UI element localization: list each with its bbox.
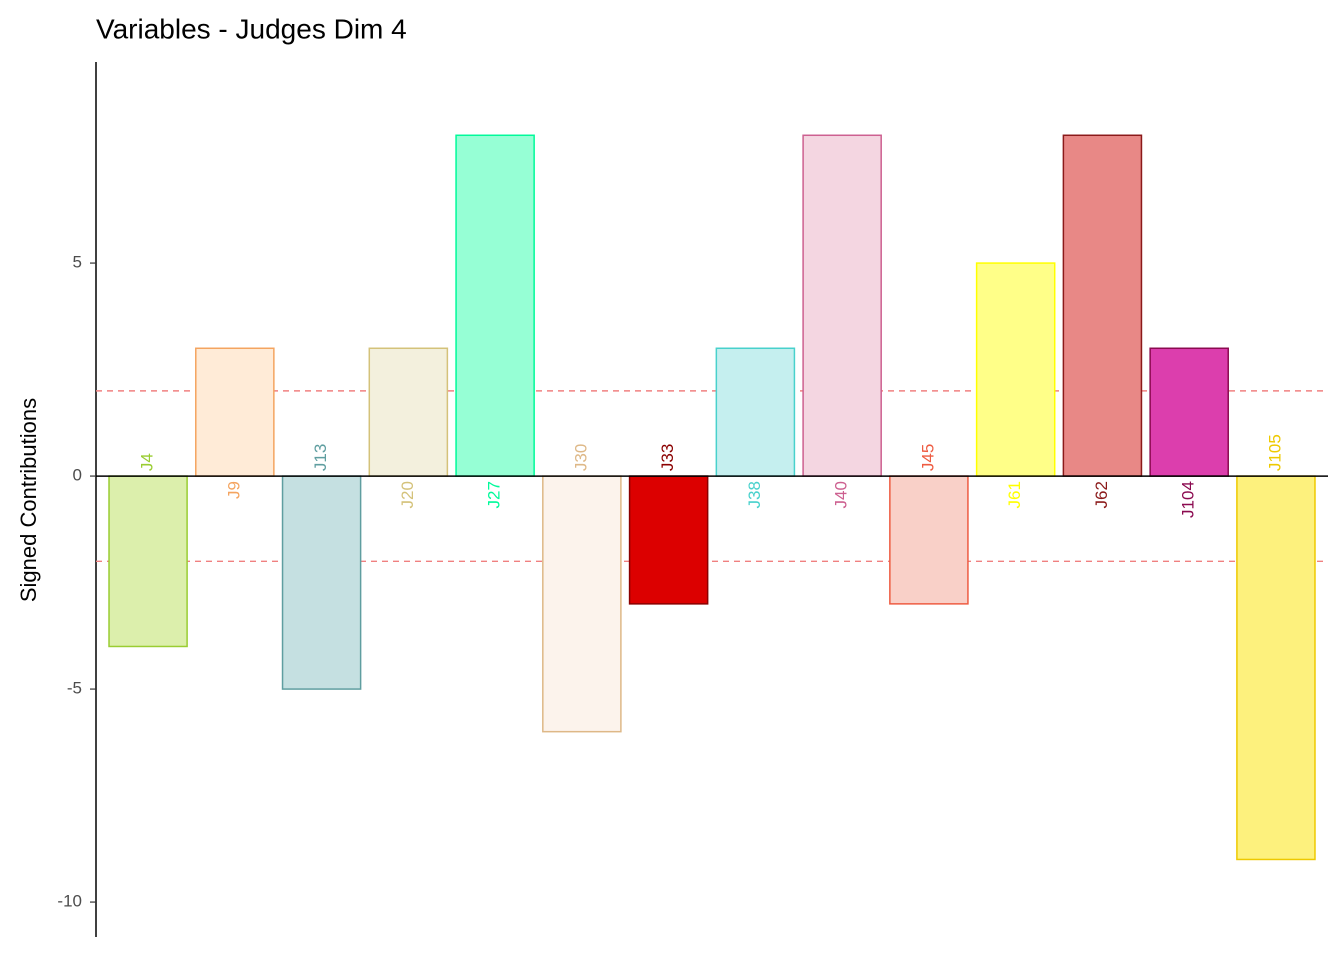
bar [195,347,275,477]
bar [108,475,188,648]
bar [368,347,449,477]
bar [889,475,969,605]
bar [975,262,1056,477]
bar-label: J104 [1179,481,1198,518]
bar-label: J38 [745,481,764,508]
bar-label: J20 [398,481,417,508]
bar [1149,347,1229,477]
bar-label: J4 [138,453,157,471]
bar-label: J13 [311,444,330,471]
bar [802,134,882,477]
y-tick-label: 5 [73,253,82,272]
y-axis-label: Signed Contributions [16,398,41,602]
bar-label: J45 [918,444,937,471]
bar-label: J61 [1005,481,1024,508]
bar-label: J40 [832,481,851,508]
bar-label: J9 [224,481,243,499]
bar [281,475,362,690]
bar-label: J33 [658,444,677,471]
y-tick-label: -10 [57,892,82,911]
chart-title: Variables - Judges Dim 4 [96,13,407,44]
bar [628,475,709,605]
bar-label: J27 [485,481,504,508]
bar [1062,134,1143,477]
y-tick-label: -5 [67,679,82,698]
bar [542,475,622,733]
bar-label: J105 [1265,434,1284,471]
y-tick-label: 0 [73,466,82,485]
bar [455,134,535,477]
bar-label: J62 [1092,481,1111,508]
bar-label: J30 [571,444,590,471]
bar [1236,475,1316,861]
bar [715,347,796,477]
